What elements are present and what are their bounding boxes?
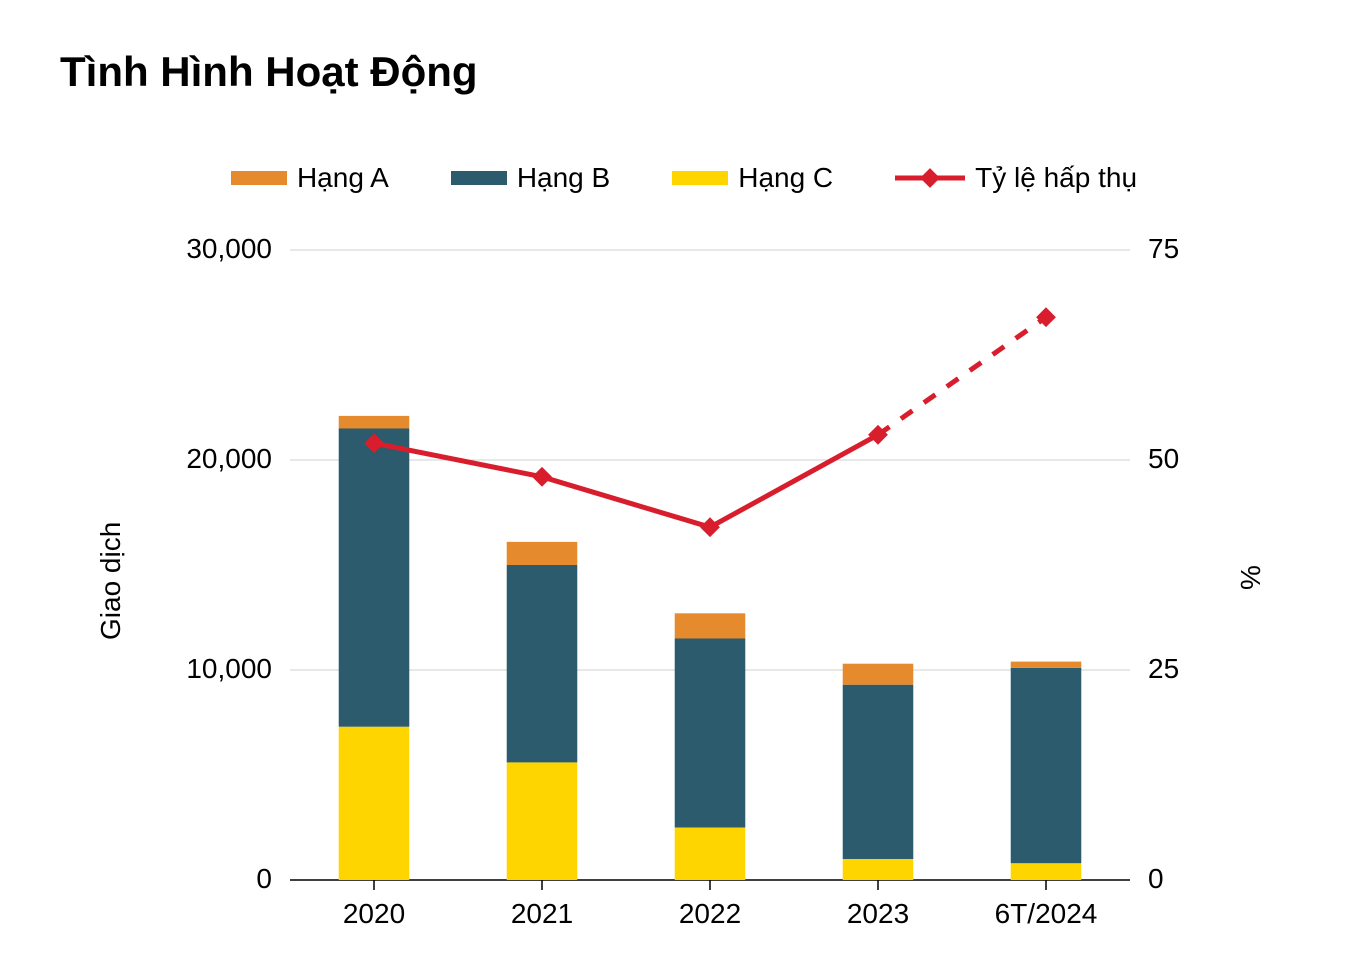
ytick-left: 30,000 — [186, 233, 272, 265]
bar-hang_b — [507, 565, 578, 762]
marker-absorb — [700, 517, 720, 537]
legend-item-hang-c: Hạng C — [672, 162, 833, 194]
legend: Hạng A Hạng B Hạng C Tỷ lệ hấp thụ — [0, 162, 1368, 194]
ytick-right: 0 — [1148, 863, 1164, 895]
legend-label-hang-c: Hạng C — [738, 162, 833, 194]
bar-hang_b — [675, 639, 746, 828]
legend-item-hang-b: Hạng B — [451, 162, 610, 194]
bar-hang_c — [339, 727, 410, 880]
ytick-right: 75 — [1148, 233, 1179, 265]
line-absorb-solid — [374, 435, 878, 527]
legend-swatch-hang-c — [672, 171, 728, 185]
plot-area — [60, 220, 1320, 920]
legend-swatch-hang-b — [451, 171, 507, 185]
xtick-label: 6T/2024 — [995, 898, 1098, 930]
ytick-left: 20,000 — [186, 443, 272, 475]
legend-label-absorb: Tỷ lệ hấp thụ — [975, 162, 1137, 194]
legend-item-absorb: Tỷ lệ hấp thụ — [895, 162, 1137, 194]
y-left-axis-label: Giao dịch — [95, 522, 127, 640]
legend-label-hang-b: Hạng B — [517, 162, 610, 194]
marker-absorb — [1036, 307, 1056, 327]
legend-label-hang-a: Hạng A — [297, 162, 389, 194]
bar-hang_b — [1011, 668, 1082, 863]
legend-line-absorb — [895, 165, 965, 191]
bar-hang_c — [675, 828, 746, 881]
ytick-right: 25 — [1148, 653, 1179, 685]
bar-hang_a — [507, 542, 578, 565]
ytick-left: 0 — [256, 863, 272, 895]
marker-absorb — [532, 467, 552, 487]
legend-item-hang-a: Hạng A — [231, 162, 389, 194]
bar-hang_a — [843, 664, 914, 685]
xtick-label: 2023 — [847, 898, 909, 930]
xtick-label: 2020 — [343, 898, 405, 930]
y-right-axis-label: % — [1235, 565, 1267, 590]
legend-swatch-hang-a — [231, 171, 287, 185]
bar-hang_a — [339, 416, 410, 429]
xtick-label: 2022 — [679, 898, 741, 930]
xtick-label: 2021 — [511, 898, 573, 930]
page: Tình Hình Hoạt Động Hạng A Hạng B Hạng C… — [0, 0, 1368, 960]
chart-title: Tình Hình Hoạt Động — [60, 48, 478, 96]
bar-hang_c — [507, 762, 578, 880]
bar-hang_b — [339, 429, 410, 727]
ytick-left: 10,000 — [186, 653, 272, 685]
ytick-right: 50 — [1148, 443, 1179, 475]
legend-line-absorb-icon — [895, 165, 965, 191]
bar-hang_b — [843, 685, 914, 859]
bar-hang_c — [843, 859, 914, 880]
bar-hang_c — [1011, 863, 1082, 880]
line-absorb-dashed — [878, 317, 1046, 435]
bar-hang_a — [1011, 662, 1082, 668]
chart: Giao dịch % 010,00020,00030,000025507520… — [60, 220, 1320, 920]
bar-hang_a — [675, 613, 746, 638]
